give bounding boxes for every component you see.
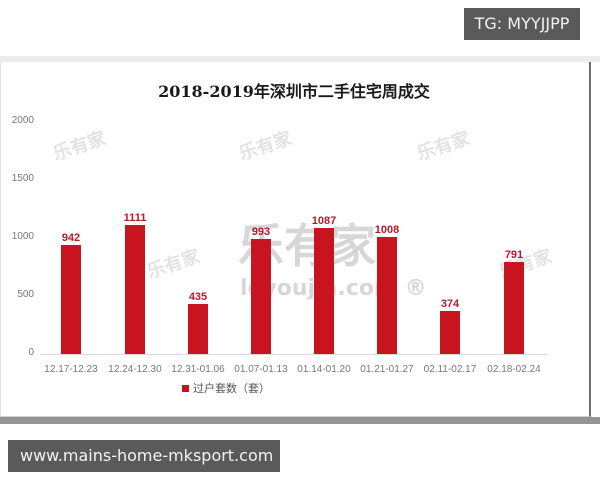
x-tick: 02.18-02.24 <box>487 364 541 375</box>
chart-frame <box>0 62 591 417</box>
bar <box>504 262 524 354</box>
frame-top-border <box>0 56 600 62</box>
x-tick: 01.14-01.20 <box>297 364 351 375</box>
x-tick: 01.21-01.27 <box>360 364 414 375</box>
y-tick: 0 <box>28 347 34 358</box>
bar-value-label: 1111 <box>123 212 147 224</box>
x-tick: 12.24-12.30 <box>108 364 162 375</box>
bar-value-label: 993 <box>251 226 271 238</box>
bar <box>314 228 334 354</box>
chart-title: 2018-2019年深圳市二手住宅周成交 <box>158 82 430 101</box>
bar-value-label: 1087 <box>311 215 337 227</box>
bar <box>251 239 271 354</box>
tg-badge: TG: MYYJJPP <box>464 8 580 40</box>
chart-legend: 过户套数（套） <box>182 380 270 396</box>
bar-value-label: 791 <box>504 249 524 261</box>
x-tick: 02.11-02.17 <box>423 364 477 375</box>
x-tick: 01.07-01.13 <box>234 364 288 375</box>
bar-value-label: 1008 <box>374 224 400 236</box>
bar-value-label: 435 <box>188 291 208 303</box>
y-tick: 2000 <box>11 115 34 126</box>
bar-value-label: 942 <box>61 232 81 244</box>
bar <box>377 237 397 354</box>
bar <box>188 304 208 354</box>
x-tick: 12.17-12.23 <box>44 364 98 375</box>
bar <box>61 245 81 354</box>
x-tick: 12.31-01.06 <box>171 364 225 375</box>
y-tick: 1000 <box>11 231 34 242</box>
legend-swatch-icon <box>182 384 189 392</box>
y-tick: 500 <box>17 289 34 300</box>
bar-value-label: 374 <box>440 298 460 310</box>
bar <box>125 225 145 354</box>
url-badge: www.mains-home-mksport.com <box>8 440 280 472</box>
y-tick: 1500 <box>11 173 34 184</box>
legend-label: 过户套数（套） <box>193 383 270 395</box>
x-axis-line <box>40 354 548 355</box>
bar <box>440 311 460 354</box>
frame-bottom-border <box>0 417 600 424</box>
